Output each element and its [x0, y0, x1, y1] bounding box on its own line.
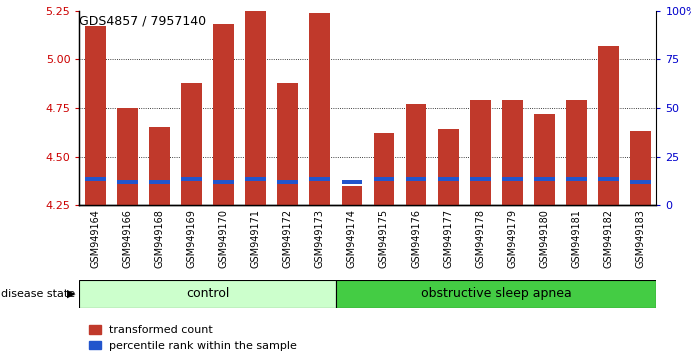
Bar	[566, 177, 587, 181]
Text: GSM949164: GSM949164	[91, 209, 100, 268]
Bar	[336, 280, 656, 308]
Text: GSM949168: GSM949168	[155, 209, 164, 268]
Bar	[598, 177, 618, 181]
Text: GDS4857 / 7957140: GDS4857 / 7957140	[79, 14, 207, 27]
Bar	[374, 133, 395, 205]
Bar	[79, 280, 336, 308]
Text: GSM949174: GSM949174	[347, 209, 357, 268]
Text: GSM949183: GSM949183	[636, 209, 645, 268]
Bar	[277, 180, 299, 184]
Text: GSM949166: GSM949166	[122, 209, 133, 268]
Text: GSM949180: GSM949180	[539, 209, 549, 268]
Bar	[214, 180, 234, 184]
Bar	[245, 11, 266, 205]
Bar	[85, 26, 106, 205]
Text: GSM949181: GSM949181	[571, 209, 581, 268]
Bar	[502, 100, 522, 205]
Text: GSM949178: GSM949178	[475, 209, 485, 268]
Bar	[341, 180, 362, 184]
Bar	[310, 12, 330, 205]
Bar	[406, 104, 426, 205]
Bar	[117, 108, 138, 205]
Text: GSM949170: GSM949170	[219, 209, 229, 268]
Text: GSM949172: GSM949172	[283, 209, 293, 268]
Bar	[598, 46, 618, 205]
Text: control: control	[186, 287, 229, 300]
Bar	[149, 127, 170, 205]
Bar	[534, 114, 555, 205]
Text: ▶: ▶	[67, 289, 75, 299]
Bar	[181, 177, 202, 181]
Bar	[341, 186, 362, 205]
Bar	[245, 177, 266, 181]
Bar	[374, 177, 395, 181]
Text: GSM949176: GSM949176	[411, 209, 421, 268]
Text: disease state: disease state	[1, 289, 75, 299]
Bar	[310, 177, 330, 181]
Bar	[181, 82, 202, 205]
Text: GSM949182: GSM949182	[603, 209, 614, 268]
Bar	[566, 100, 587, 205]
Bar	[437, 177, 459, 181]
Bar	[630, 131, 651, 205]
Text: GSM949169: GSM949169	[187, 209, 197, 268]
Bar	[117, 180, 138, 184]
Bar	[406, 177, 426, 181]
Text: GSM949179: GSM949179	[507, 209, 517, 268]
Bar	[630, 180, 651, 184]
Bar	[534, 177, 555, 181]
Bar	[85, 177, 106, 181]
Bar	[214, 24, 234, 205]
Text: GSM949175: GSM949175	[379, 209, 389, 268]
Bar	[277, 82, 299, 205]
Bar	[502, 177, 522, 181]
Bar	[437, 130, 459, 205]
Bar	[470, 177, 491, 181]
Text: GSM949171: GSM949171	[251, 209, 261, 268]
Legend: transformed count, percentile rank within the sample: transformed count, percentile rank withi…	[85, 321, 302, 354]
Text: GSM949173: GSM949173	[315, 209, 325, 268]
Bar	[470, 100, 491, 205]
Text: GSM949177: GSM949177	[443, 209, 453, 268]
Bar	[149, 180, 170, 184]
Text: obstructive sleep apnea: obstructive sleep apnea	[421, 287, 571, 300]
